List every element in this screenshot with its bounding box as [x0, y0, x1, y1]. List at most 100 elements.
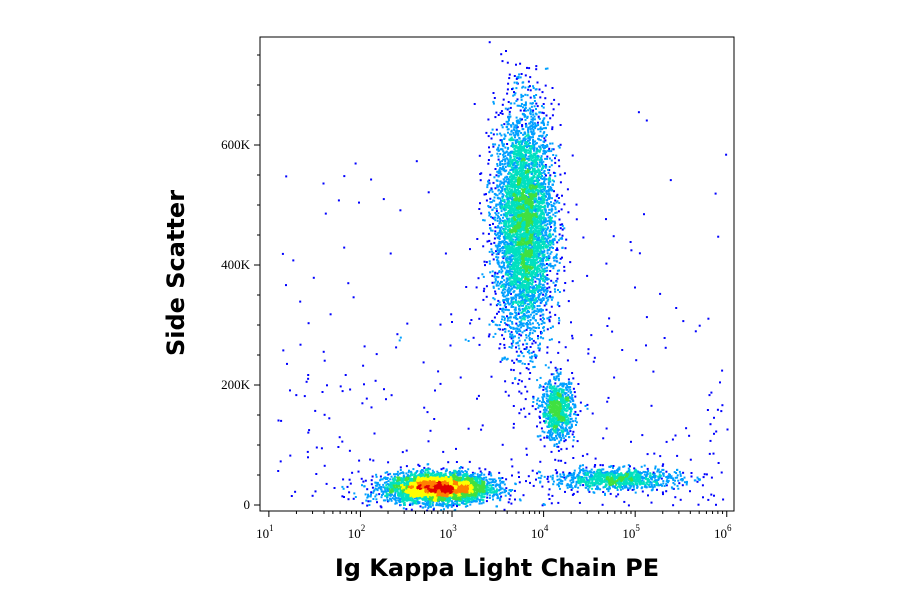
- event-dot: [490, 487, 493, 490]
- event-dot: [531, 322, 534, 325]
- event-dot: [465, 500, 468, 503]
- event-dot: [531, 184, 533, 187]
- event-dot: [399, 501, 401, 504]
- event-dot: [456, 505, 458, 508]
- event-dot: [495, 174, 498, 177]
- event-dot: [411, 499, 414, 502]
- event-dot: [394, 478, 397, 481]
- event-dot: [452, 484, 455, 487]
- event-dot: [360, 477, 363, 480]
- event-dot: [551, 142, 554, 145]
- event-dot: [499, 477, 502, 480]
- event-dot: [388, 484, 391, 487]
- event-dot: [461, 478, 464, 481]
- event-dot: [457, 493, 460, 496]
- event-dot: [531, 288, 534, 291]
- event-dot: [499, 486, 502, 489]
- event-dot: [384, 489, 387, 492]
- event-dot: [493, 490, 496, 493]
- event-dot: [422, 495, 425, 497]
- event-dot: [523, 363, 526, 365]
- event-dot: [479, 179, 482, 182]
- event-dot: [452, 493, 455, 496]
- event-dot: [464, 495, 467, 498]
- event-dot: [402, 494, 405, 497]
- event-dot: [396, 490, 398, 493]
- event-dot: [479, 488, 482, 491]
- event-dot: [482, 481, 485, 484]
- event-dot: [433, 493, 436, 496]
- event-dot: [500, 222, 503, 225]
- event-dot: [489, 484, 492, 487]
- event-dot: [520, 96, 523, 99]
- event-dot: [436, 477, 439, 480]
- event-dot: [400, 471, 403, 474]
- event-dot: [442, 482, 445, 485]
- event-dot: [404, 498, 406, 501]
- event-dot: [430, 498, 433, 501]
- event-dot: [394, 493, 396, 496]
- event-dot: [379, 486, 382, 489]
- event-dot: [540, 177, 542, 180]
- event-dot: [401, 498, 404, 501]
- event-dot: [467, 478, 470, 481]
- event-dot: [465, 493, 468, 496]
- event-dot: [407, 474, 410, 477]
- event-dot: [400, 496, 403, 499]
- event-dot: [396, 473, 399, 475]
- event-dot: [521, 297, 524, 300]
- event-dot: [478, 494, 481, 497]
- event-dot: [393, 475, 396, 478]
- event-dot: [407, 495, 410, 498]
- event-dot: [399, 466, 402, 469]
- event-dot: [413, 484, 416, 487]
- event-dot: [528, 191, 531, 194]
- event-dot: [498, 485, 501, 488]
- event-dot: [532, 257, 535, 260]
- event-dot: [449, 483, 452, 485]
- event-dot: [492, 100, 495, 103]
- event-dot: [430, 483, 433, 486]
- event-dot: [436, 482, 439, 485]
- event-dot: [383, 476, 386, 479]
- event-dot: [409, 483, 412, 486]
- event-dot: [418, 479, 420, 482]
- event-dot: [443, 485, 446, 488]
- event-dot: [505, 487, 508, 490]
- event-dot: [445, 478, 448, 481]
- event-dot: [530, 305, 533, 308]
- event-dot: [418, 473, 421, 476]
- event-dot: [413, 497, 416, 500]
- event-dot: [424, 505, 427, 508]
- event-dot: [440, 509, 443, 512]
- event-dot: [403, 486, 406, 489]
- event-dot: [398, 485, 401, 488]
- event-dot: [395, 497, 398, 500]
- event-dot: [431, 502, 434, 505]
- event-dot: [447, 496, 450, 499]
- event-dot: [432, 486, 434, 489]
- event-dot: [451, 483, 454, 486]
- event-dot: [469, 479, 472, 482]
- event-dot: [475, 483, 478, 486]
- event-dot: [394, 499, 397, 502]
- event-dot: [482, 501, 485, 504]
- event-dot: [376, 481, 379, 484]
- event-dot: [492, 479, 494, 482]
- event-dot: [517, 330, 520, 333]
- event-dot: [388, 494, 391, 497]
- event-dot: [375, 484, 378, 487]
- event-dot: [369, 495, 372, 498]
- event-dot: [421, 477, 424, 480]
- event-dot: [521, 352, 524, 355]
- event-dot: [418, 475, 421, 478]
- event-dot: [407, 483, 410, 486]
- event-dot: [438, 502, 441, 505]
- event-dot: [420, 475, 423, 478]
- event-dot: [534, 189, 537, 192]
- event-dot: [466, 499, 469, 501]
- event-dot: [430, 488, 433, 491]
- event-dot: [464, 478, 467, 481]
- event-dot: [463, 482, 466, 485]
- event-dot: [554, 211, 557, 214]
